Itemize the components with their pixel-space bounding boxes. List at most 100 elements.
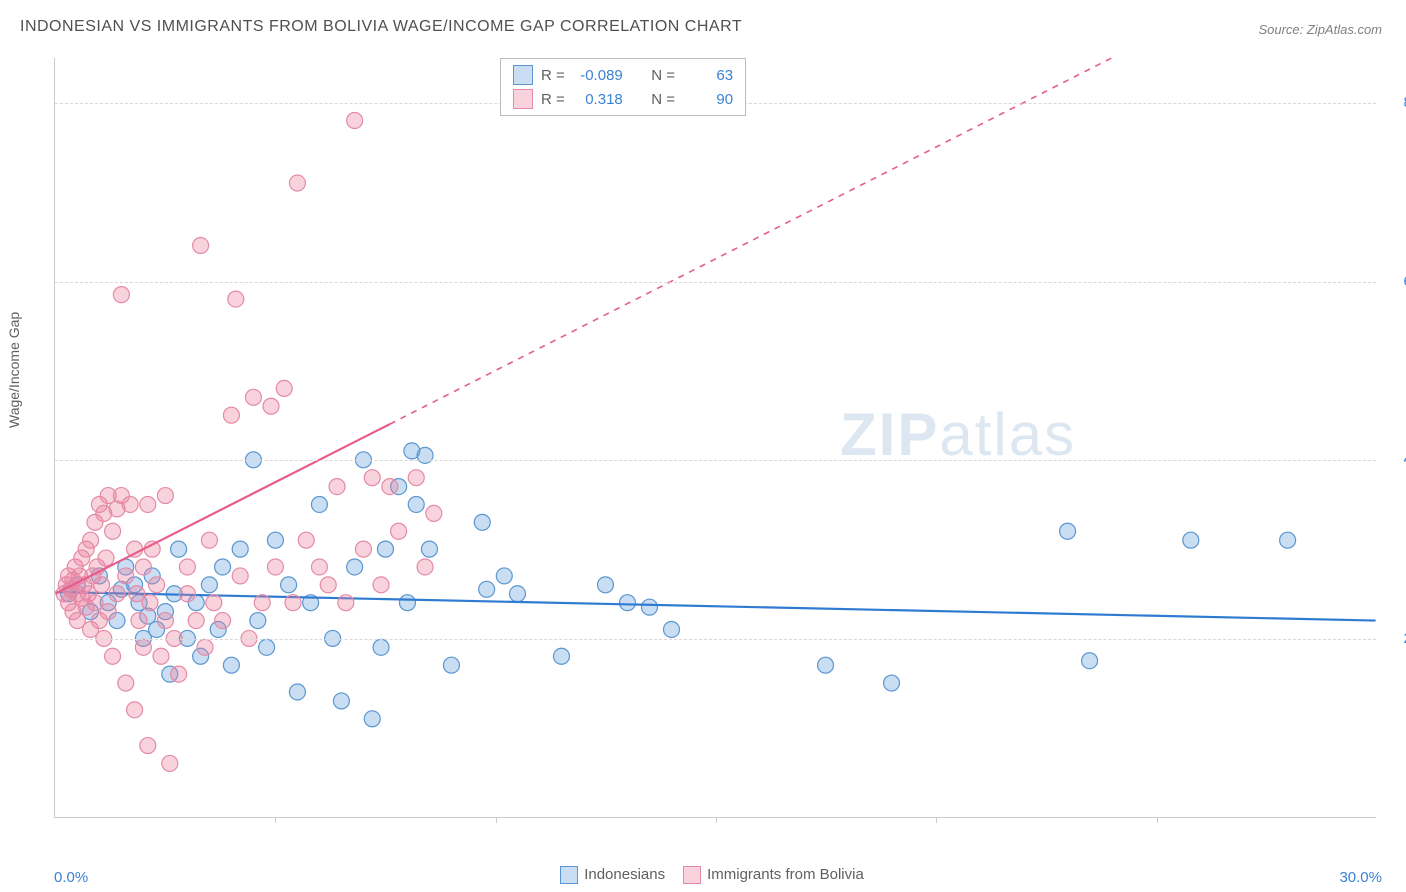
data-point bbox=[1183, 532, 1199, 548]
data-point bbox=[474, 514, 490, 530]
data-point bbox=[1280, 532, 1296, 548]
data-point bbox=[179, 586, 195, 602]
data-point bbox=[1060, 523, 1076, 539]
data-point bbox=[479, 581, 495, 597]
data-point bbox=[818, 657, 834, 673]
data-point bbox=[131, 613, 147, 629]
data-point bbox=[206, 595, 222, 611]
data-point bbox=[113, 287, 129, 303]
x-tick bbox=[1157, 817, 1158, 823]
series-swatch bbox=[513, 65, 533, 85]
data-point bbox=[509, 586, 525, 602]
data-point bbox=[276, 380, 292, 396]
gridline bbox=[55, 639, 1376, 640]
stat-value-n: 90 bbox=[683, 91, 733, 108]
data-point bbox=[408, 470, 424, 486]
data-point bbox=[399, 595, 415, 611]
data-point bbox=[408, 496, 424, 512]
data-point bbox=[382, 479, 398, 495]
data-point bbox=[311, 496, 327, 512]
data-point bbox=[228, 291, 244, 307]
data-point bbox=[197, 639, 213, 655]
scatter-svg bbox=[55, 58, 1376, 817]
stat-label: N = bbox=[651, 67, 675, 84]
series-swatch bbox=[513, 89, 533, 109]
data-point bbox=[83, 532, 99, 548]
y-tick-label: 60.0% bbox=[1386, 273, 1406, 290]
data-point bbox=[232, 541, 248, 557]
data-point bbox=[127, 702, 143, 718]
data-point bbox=[223, 657, 239, 673]
data-point bbox=[254, 595, 270, 611]
data-point bbox=[193, 238, 209, 254]
data-point bbox=[320, 577, 336, 593]
data-point bbox=[259, 639, 275, 655]
data-point bbox=[443, 657, 459, 673]
data-point bbox=[364, 711, 380, 727]
y-tick-label: 20.0% bbox=[1386, 630, 1406, 647]
bottom-legend: IndonesiansImmigrants from Bolivia bbox=[0, 866, 1406, 884]
stats-row: R =0.318 N =90 bbox=[513, 87, 733, 111]
data-point bbox=[162, 755, 178, 771]
data-point bbox=[417, 559, 433, 575]
data-point bbox=[140, 738, 156, 754]
stats-row: R =-0.089 N =63 bbox=[513, 63, 733, 87]
data-point bbox=[377, 541, 393, 557]
data-point bbox=[188, 613, 204, 629]
data-point bbox=[100, 604, 116, 620]
data-point bbox=[201, 532, 217, 548]
data-point bbox=[421, 541, 437, 557]
data-point bbox=[118, 675, 134, 691]
data-point bbox=[267, 559, 283, 575]
stat-label: R = bbox=[541, 67, 565, 84]
legend-label: Indonesians bbox=[584, 866, 665, 883]
data-point bbox=[619, 595, 635, 611]
data-point bbox=[105, 648, 121, 664]
stats-legend-box: R =-0.089 N =63R =0.318 N =90 bbox=[500, 58, 746, 116]
data-point bbox=[215, 613, 231, 629]
data-point bbox=[201, 577, 217, 593]
data-point bbox=[135, 639, 151, 655]
data-point bbox=[267, 532, 283, 548]
data-point bbox=[347, 113, 363, 129]
y-tick-label: 80.0% bbox=[1386, 94, 1406, 111]
data-point bbox=[98, 550, 114, 566]
data-point bbox=[553, 648, 569, 664]
data-point bbox=[157, 613, 173, 629]
data-point bbox=[263, 398, 279, 414]
stat-value-n: 63 bbox=[683, 67, 733, 84]
data-point bbox=[223, 407, 239, 423]
data-point bbox=[285, 595, 301, 611]
data-point bbox=[135, 559, 151, 575]
data-point bbox=[171, 541, 187, 557]
data-point bbox=[232, 568, 248, 584]
data-point bbox=[373, 577, 389, 593]
chart-title: INDONESIAN VS IMMIGRANTS FROM BOLIVIA WA… bbox=[20, 18, 742, 36]
trend-line-extension bbox=[390, 58, 1112, 424]
data-point bbox=[171, 666, 187, 682]
data-point bbox=[364, 470, 380, 486]
y-tick-label: 40.0% bbox=[1386, 451, 1406, 468]
data-point bbox=[215, 559, 231, 575]
data-point bbox=[157, 488, 173, 504]
y-axis-label: Wage/Income Gap bbox=[6, 312, 22, 428]
data-point bbox=[496, 568, 512, 584]
x-tick bbox=[496, 817, 497, 823]
x-tick-label: 0.0% bbox=[54, 869, 88, 886]
data-point bbox=[289, 175, 305, 191]
data-point bbox=[179, 559, 195, 575]
x-tick bbox=[716, 817, 717, 823]
legend-swatch bbox=[560, 866, 578, 884]
x-tick bbox=[936, 817, 937, 823]
data-point bbox=[426, 505, 442, 521]
data-point bbox=[333, 693, 349, 709]
data-point bbox=[105, 523, 121, 539]
data-point bbox=[153, 648, 169, 664]
data-point bbox=[391, 523, 407, 539]
data-point bbox=[122, 496, 138, 512]
data-point bbox=[664, 621, 680, 637]
data-point bbox=[311, 559, 327, 575]
stat-value-r: 0.318 bbox=[573, 91, 623, 108]
data-point bbox=[109, 586, 125, 602]
data-point bbox=[289, 684, 305, 700]
